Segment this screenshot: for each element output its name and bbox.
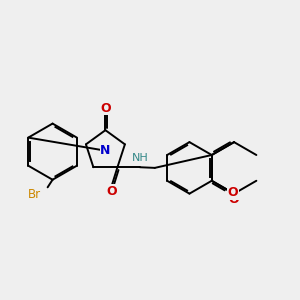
Text: NH: NH xyxy=(131,153,148,163)
Text: O: O xyxy=(106,185,117,198)
Text: O: O xyxy=(100,102,111,115)
Text: N: N xyxy=(100,144,111,157)
Text: O: O xyxy=(229,193,239,206)
Text: Br: Br xyxy=(28,188,41,201)
Text: O: O xyxy=(227,186,238,199)
